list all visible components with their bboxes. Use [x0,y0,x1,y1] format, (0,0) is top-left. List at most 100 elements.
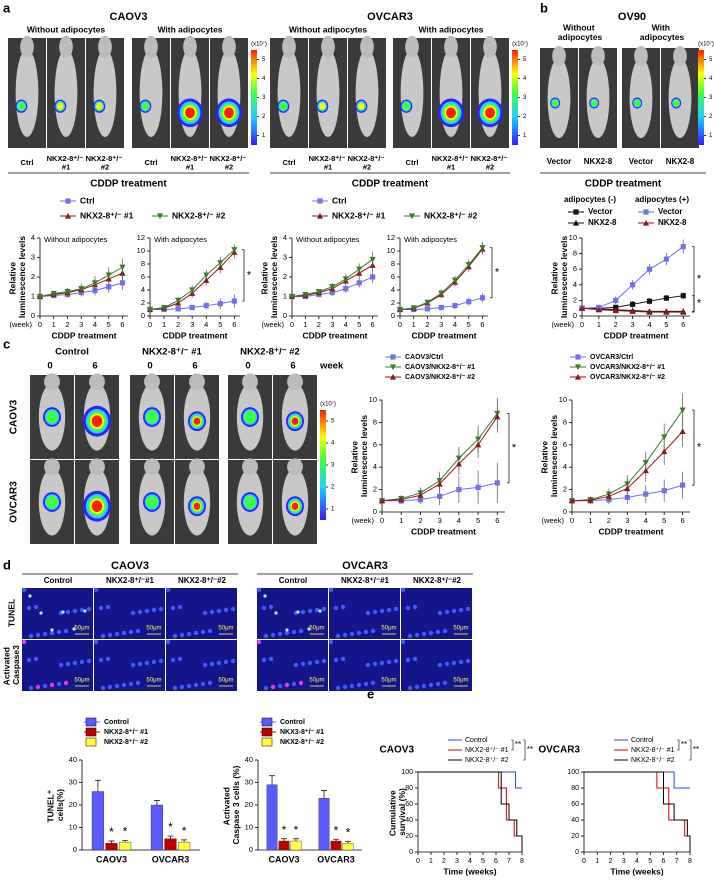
legend-marker [643,209,649,215]
x-tick-label: 0 [570,516,574,525]
x-tick-label: 2 [609,858,613,865]
y-tick-label: 10 [245,822,253,831]
y-tick-label: 40 [571,817,579,824]
tunel-signal [28,594,32,598]
nucleus [405,657,411,663]
marker [203,272,210,279]
significance: * [512,442,517,454]
marker [680,309,687,315]
nucleus [28,685,34,691]
legend-marker [389,373,397,380]
error-bar [321,790,328,799]
label: (x10⁷) [698,41,714,48]
marker [643,491,649,497]
tunel-signal [263,594,267,598]
marker [629,308,636,314]
x-tick-label: OVCAR3 [152,854,190,864]
significance-bracket [689,739,692,761]
panel-letter: e [367,686,374,701]
treatment-label: CDDP treatment [352,179,429,190]
y-tick-label: 4 [141,285,145,294]
legend-label: NKX2-8⁺/⁻ #1 [631,747,675,754]
signal [17,101,26,111]
marker [646,309,653,315]
nucleus [49,682,55,688]
nucleus [335,633,341,639]
x-tick-label: 8 [688,858,692,865]
y-tick-label: 80 [571,785,579,792]
signal [358,102,365,110]
nucleus [130,662,136,668]
nucleus [79,659,85,665]
marker [663,295,669,301]
legend-label: NKX2-8⁺/⁻ #2 [424,210,478,220]
colorbar [251,50,257,145]
y-tick-label: 6 [563,440,567,449]
y-tick-label: 80 [405,785,413,792]
legend-label: Control [104,719,129,726]
nucleus [86,606,92,612]
bar [330,840,342,851]
mouse-head [144,35,158,58]
x-tick-label: 7 [507,858,511,865]
nucleus [268,604,274,610]
nucleus [333,605,339,611]
legend-label: CAOV3/NKX2-8⁺/⁻ #2 [405,374,475,381]
mouse-head [444,35,458,58]
panel-letter: d [3,557,11,572]
nucleus [100,633,106,639]
signal [672,99,680,107]
y-tick-label: 40 [69,755,77,764]
tunel-signal [296,610,300,614]
nucleus [170,657,176,663]
nucleus [451,608,457,614]
x-axis-title: CDDP treatment [411,526,476,536]
marker [568,497,576,504]
significance: * [495,267,500,279]
x-tick-label: 5 [467,320,471,329]
signal [551,99,559,107]
mouse-head [242,458,258,476]
nucleus [328,587,334,593]
nucleus [370,628,376,634]
marker [410,305,417,311]
marker [175,306,181,312]
y-tick-label: 2 [563,485,567,494]
marker [661,448,668,455]
nucleus [65,609,71,615]
mouse-body [629,58,653,138]
nucleus [458,607,464,613]
x-axis-title: CDDP treatment [411,330,476,340]
nucleus [63,680,69,686]
scale-bar-label: 50μm [381,626,396,632]
x-unit: (week) [541,516,564,525]
x-tick-label: 0 [380,516,384,525]
nucleus [177,656,183,662]
legend-marker [389,364,397,371]
nucleus [256,639,262,645]
marker [378,497,386,504]
mouse-label: NKX2-8 [666,157,695,166]
y-tick-label: 4 [373,462,377,471]
marker [160,304,168,311]
bar [266,784,278,851]
y-tick-label: 2 [141,298,145,307]
colorbar-label: 2 [331,485,335,491]
x-tick-label: 1 [52,320,56,329]
nucleus [186,683,192,689]
y-tick-label: 2 [283,272,287,281]
mouse-head [360,35,374,58]
row-label: TUNEL [6,599,16,627]
nucleus [107,684,113,690]
x-tick-label: 2 [65,320,69,329]
mouse-body [668,58,692,138]
column-label: Control [55,347,89,358]
nucleus [151,607,157,613]
nucleus [393,606,399,612]
nucleus [458,659,464,665]
colorbar-label: 3 [262,95,266,101]
y-tick-label: 12 [137,233,145,242]
y-axis-title: Relative luminescence levels [8,236,28,318]
nucleus [207,680,213,686]
colorbar-label: 5 [523,57,527,63]
